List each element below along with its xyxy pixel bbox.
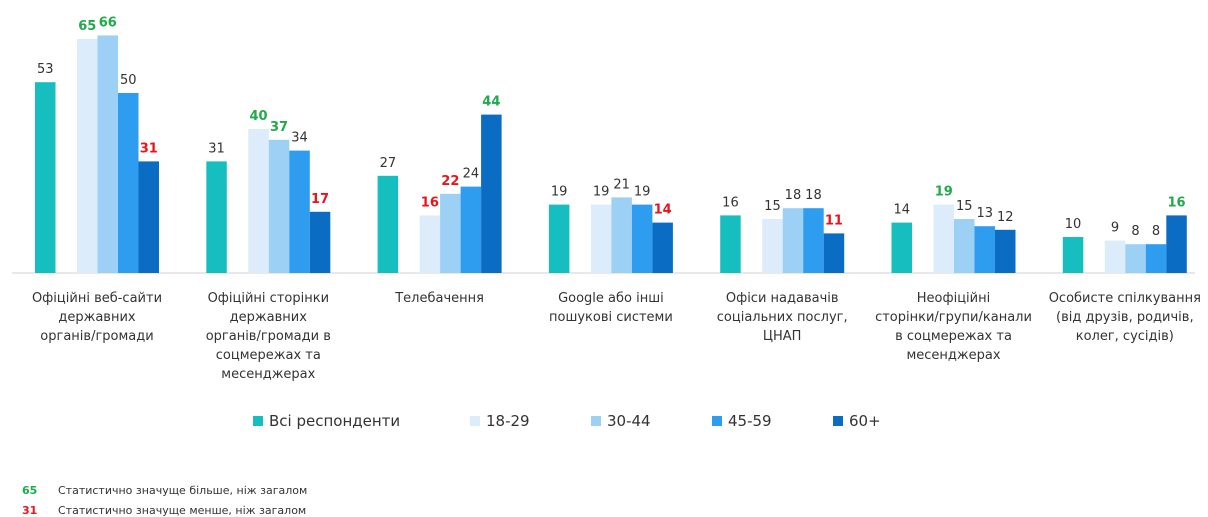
value-label: 18	[785, 188, 802, 203]
value-label: 16	[722, 195, 739, 210]
bar	[440, 193, 461, 273]
bar	[97, 35, 118, 274]
x-tick-label: Офіційні веб-сайти державних органів/грома…	[32, 291, 162, 344]
bar	[720, 215, 741, 273]
bar	[1166, 215, 1187, 273]
bar	[309, 211, 331, 273]
value-label: 8	[1152, 224, 1160, 239]
bar	[289, 150, 310, 273]
value-label: 22	[441, 174, 459, 189]
value-label: 31	[140, 141, 158, 156]
value-label: 13	[976, 206, 993, 221]
bar	[823, 233, 845, 273]
legend-swatch	[712, 416, 722, 426]
bar	[206, 161, 227, 273]
legend-label: 18-29	[486, 412, 530, 430]
value-label: 40	[250, 109, 268, 124]
value-label: 66	[99, 15, 117, 30]
legend-swatch	[833, 416, 843, 426]
value-label: 15	[764, 199, 781, 214]
value-label: 8	[1131, 224, 1139, 239]
value-label: 18	[805, 188, 822, 203]
bar	[481, 114, 502, 273]
value-label: 27	[380, 156, 397, 171]
value-label: 50	[120, 73, 137, 88]
bar	[419, 215, 441, 273]
value-label: 16	[1168, 195, 1186, 210]
bar	[631, 204, 653, 273]
bar	[995, 229, 1016, 273]
bar	[118, 93, 139, 273]
value-label: 15	[956, 199, 973, 214]
bar	[460, 186, 482, 273]
value-label: 37	[270, 120, 288, 135]
bar	[1062, 237, 1084, 273]
bar	[954, 219, 975, 273]
x-tick-label: Офіси надавачів соціальних послуг, ЦНАП	[717, 291, 848, 344]
legend-label: 30-44	[607, 412, 651, 430]
value-label: 19	[551, 185, 568, 200]
value-label: 19	[634, 185, 651, 200]
bar	[782, 208, 804, 273]
x-tick-label: Google або інші пошукові системи	[549, 291, 673, 325]
bar	[377, 175, 399, 273]
note-marker: 65	[22, 484, 37, 497]
legend-swatch	[470, 416, 480, 426]
bar	[762, 219, 783, 273]
x-tick-label: Офіційні сторінки державних органів/громад…	[206, 291, 331, 382]
bar	[652, 222, 673, 273]
legend-label: 45-59	[728, 412, 772, 430]
note-text: Статистично значуще менше, ніж загалом	[58, 504, 306, 517]
x-tick-label: Телебачення	[394, 291, 484, 306]
bar	[1145, 244, 1167, 273]
value-label: 31	[208, 141, 225, 156]
value-label: 17	[311, 192, 329, 207]
x-tick-label: Особисте спілкування (від друзів, родичів…	[1049, 291, 1201, 344]
value-label: 16	[421, 195, 439, 210]
bar	[138, 161, 159, 273]
bar	[248, 129, 269, 273]
value-label: 9	[1111, 221, 1119, 236]
value-label: 65	[78, 19, 96, 34]
legend-label: Всі респонденти	[269, 412, 400, 430]
value-label: 14	[654, 203, 672, 218]
bar	[933, 204, 954, 273]
value-label: 10	[1065, 217, 1082, 232]
legend-swatch	[591, 416, 601, 426]
value-label: 24	[463, 167, 480, 182]
bar	[1125, 244, 1146, 273]
bar	[1104, 240, 1126, 273]
value-label: 14	[893, 203, 910, 218]
value-label: 11	[825, 213, 843, 228]
x-tick-label: Неофіційні сторінки/групи/канали в соцмере…	[875, 291, 1032, 363]
legend-label: 60+	[849, 412, 881, 430]
bar	[35, 82, 56, 273]
value-label: 53	[37, 62, 54, 77]
bar	[803, 208, 824, 273]
note-marker: 31	[22, 504, 37, 517]
bar	[77, 39, 98, 273]
value-label: 19	[935, 185, 953, 200]
legend-swatch	[253, 416, 263, 426]
bar	[268, 139, 290, 273]
bar	[611, 197, 632, 273]
note-text: Статистично значуще більше, ніж загалом	[58, 484, 307, 497]
bar	[548, 204, 570, 273]
value-label: 12	[997, 210, 1014, 225]
value-label: 34	[291, 131, 308, 146]
bar	[891, 222, 912, 273]
value-label: 19	[593, 185, 610, 200]
value-label: 21	[613, 177, 630, 192]
bar	[974, 226, 995, 273]
value-label: 44	[482, 95, 500, 110]
bar	[590, 204, 612, 273]
